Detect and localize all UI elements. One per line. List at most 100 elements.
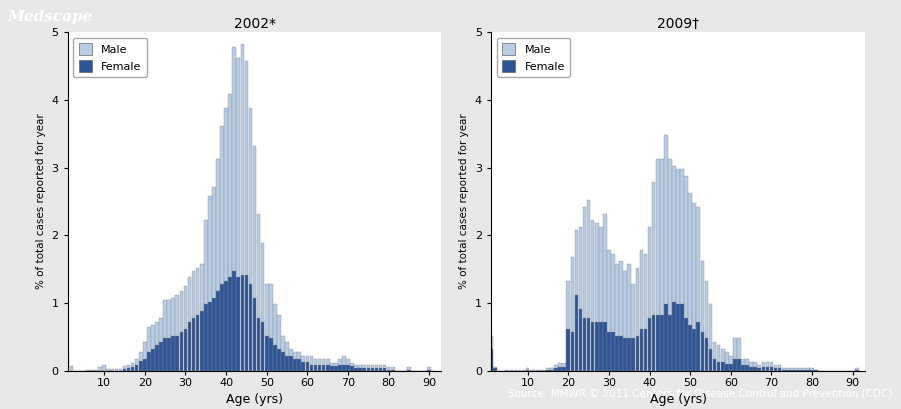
Bar	[176, 336, 179, 371]
Bar	[257, 213, 260, 371]
Bar	[530, 369, 533, 371]
Bar	[273, 345, 277, 371]
Bar	[273, 304, 277, 371]
Bar	[265, 284, 268, 371]
Bar	[701, 332, 705, 371]
Bar	[750, 367, 753, 371]
Bar	[522, 369, 525, 371]
Bar	[627, 338, 631, 371]
Bar	[599, 322, 603, 371]
Bar	[375, 368, 378, 371]
Bar	[635, 336, 639, 371]
Bar	[86, 369, 90, 371]
Bar	[575, 230, 578, 371]
Bar	[252, 146, 257, 371]
Bar	[611, 254, 614, 371]
Bar	[66, 352, 69, 371]
Bar	[265, 336, 268, 371]
Bar	[286, 356, 289, 371]
Bar	[758, 368, 761, 371]
Bar	[538, 369, 542, 371]
Bar	[672, 302, 676, 371]
Bar	[562, 363, 566, 371]
Bar	[260, 243, 265, 371]
Bar	[326, 366, 330, 371]
Bar	[95, 369, 98, 371]
Bar	[168, 338, 171, 371]
Bar	[806, 369, 810, 371]
Bar	[241, 44, 244, 371]
Bar	[583, 318, 587, 371]
Bar	[578, 308, 582, 371]
Bar	[651, 315, 655, 371]
Bar	[778, 366, 781, 371]
Bar	[119, 369, 123, 371]
Bar	[815, 370, 818, 371]
Bar	[660, 160, 663, 371]
Bar	[184, 329, 187, 371]
Bar	[753, 362, 757, 371]
Bar	[338, 359, 341, 371]
Bar	[774, 366, 778, 371]
Bar	[342, 366, 346, 371]
Bar	[427, 369, 431, 371]
Bar	[526, 368, 530, 371]
Bar	[135, 365, 139, 371]
Bar	[330, 363, 333, 371]
Bar	[578, 227, 582, 371]
Bar	[619, 336, 623, 371]
Bar	[603, 322, 606, 371]
Bar	[587, 318, 590, 371]
Bar	[664, 135, 668, 371]
Bar	[294, 352, 297, 371]
Bar	[562, 367, 566, 371]
Bar	[338, 366, 341, 371]
Bar	[802, 369, 805, 371]
Text: Medscape: Medscape	[7, 9, 93, 23]
Bar	[709, 304, 713, 371]
Bar	[786, 368, 789, 371]
Bar	[570, 332, 574, 371]
Bar	[236, 277, 240, 371]
Bar	[745, 366, 749, 371]
Bar	[567, 281, 570, 371]
Bar	[607, 332, 611, 371]
Bar	[656, 160, 660, 371]
Bar	[212, 298, 215, 371]
Bar	[815, 369, 818, 371]
Bar	[680, 304, 684, 371]
Bar	[595, 223, 598, 371]
Bar	[204, 220, 207, 371]
Bar	[758, 366, 761, 371]
Bar	[619, 261, 623, 371]
Bar	[187, 277, 191, 371]
Bar	[378, 366, 382, 371]
Bar	[733, 338, 737, 371]
Bar	[709, 349, 713, 371]
Bar	[733, 359, 737, 371]
Bar	[688, 193, 692, 371]
Bar	[196, 315, 199, 371]
Bar	[802, 368, 805, 371]
Bar	[607, 250, 611, 371]
Bar	[297, 352, 301, 371]
Bar	[354, 368, 358, 371]
Bar	[750, 362, 753, 371]
Bar	[778, 368, 781, 371]
Bar	[330, 366, 333, 371]
Bar	[281, 352, 285, 371]
Bar	[362, 366, 366, 371]
Bar	[269, 284, 273, 371]
Bar	[632, 338, 635, 371]
Bar	[794, 369, 797, 371]
Bar	[559, 363, 562, 371]
X-axis label: Age (yrs): Age (yrs)	[650, 393, 706, 407]
Bar	[790, 369, 794, 371]
Bar	[106, 369, 110, 371]
Bar	[680, 169, 684, 371]
Bar	[542, 369, 546, 371]
Bar	[684, 176, 688, 371]
Bar	[534, 369, 538, 371]
Bar	[224, 281, 228, 371]
Bar	[123, 369, 126, 371]
